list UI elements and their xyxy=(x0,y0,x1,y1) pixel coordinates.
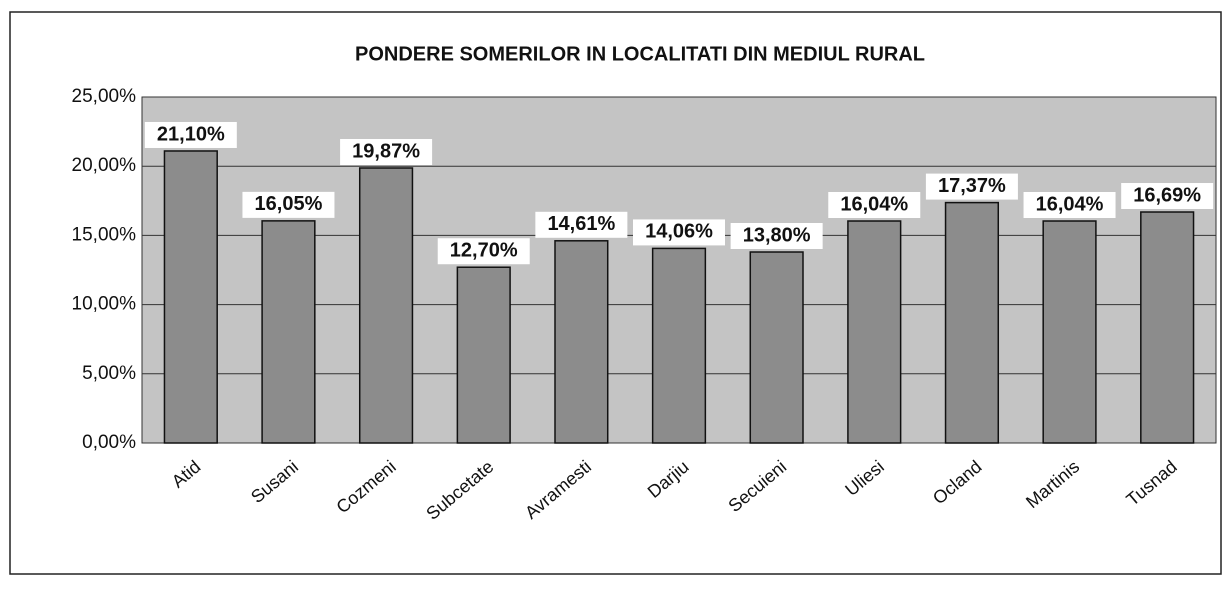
chart-title: PONDERE SOMERILOR IN LOCALITATI DIN MEDI… xyxy=(355,43,925,65)
y-tick-label: 25,00% xyxy=(72,86,137,107)
value-label: 16,04% xyxy=(1036,193,1104,215)
value-label: 12,70% xyxy=(450,240,518,262)
y-tick-label: 20,00% xyxy=(72,155,137,176)
value-label: 16,04% xyxy=(840,193,908,215)
bar xyxy=(358,167,414,444)
value-label: 13,80% xyxy=(743,224,811,246)
value-label-bg xyxy=(633,219,725,246)
y-tick-label: 10,00% xyxy=(72,294,137,315)
value-label: 16,05% xyxy=(255,193,323,215)
value-label-bg xyxy=(730,223,823,250)
value-label: 21,10% xyxy=(157,123,225,145)
bar xyxy=(944,201,1000,444)
value-label-bg xyxy=(340,138,433,165)
value-label: 17,37% xyxy=(938,175,1006,197)
bar xyxy=(1140,211,1195,444)
bar xyxy=(749,251,804,444)
bar xyxy=(651,247,707,444)
value-label-bg xyxy=(437,238,530,265)
bar xyxy=(1042,220,1097,444)
bar xyxy=(847,220,902,444)
value-label-bg xyxy=(1121,183,1214,210)
value-label: 14,61% xyxy=(547,213,615,235)
value-label-bg xyxy=(1023,192,1116,219)
y-tick-label: 5,00% xyxy=(82,363,136,384)
value-label-bg xyxy=(242,191,335,218)
value-label: 19,87% xyxy=(352,140,420,162)
value-label-bg xyxy=(144,121,237,148)
bar xyxy=(261,220,316,444)
y-tick-label: 0,00% xyxy=(82,432,136,453)
bar xyxy=(554,240,609,444)
value-label: 14,06% xyxy=(645,221,713,243)
y-tick-label: 15,00% xyxy=(72,224,137,245)
bar xyxy=(456,266,511,444)
value-label-bg xyxy=(925,173,1018,200)
value-label-bg xyxy=(828,192,921,219)
value-label-bg xyxy=(535,211,628,238)
bar xyxy=(163,150,218,444)
value-label: 16,69% xyxy=(1133,184,1201,206)
